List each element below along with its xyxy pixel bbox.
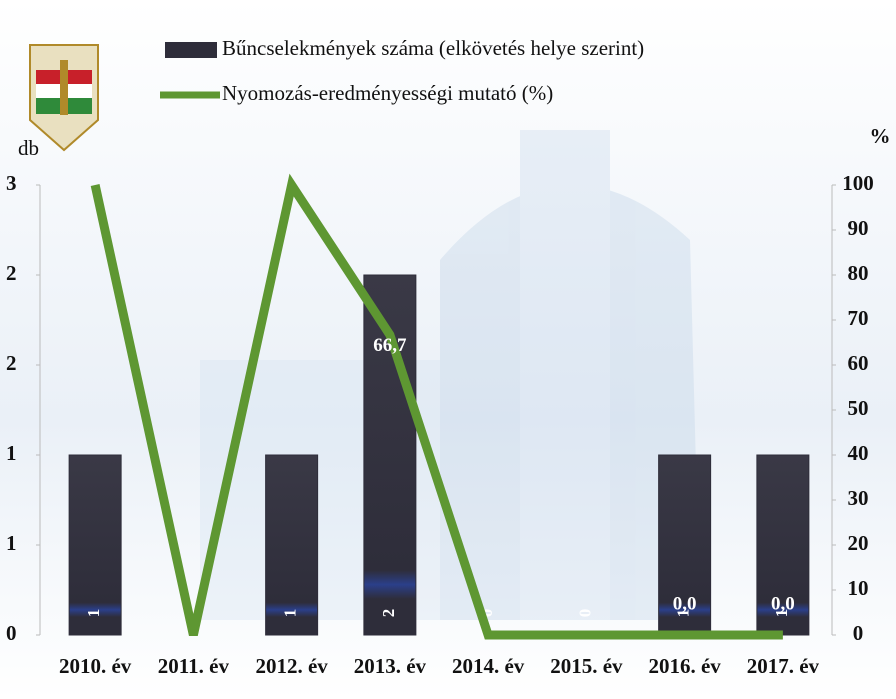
x-tick-label: 2015. év [550,654,623,678]
page: {"chart_data": { "type": "bar", "categor… [0,0,896,699]
x-tick-label: 2010. év [59,654,132,678]
x-tick-label: 2013. év [354,654,427,678]
y2-tick-label: 70 [848,306,869,330]
y-tick-label: 2 [6,261,17,285]
x-tick-label: 2017. év [747,654,820,678]
y-tick-label: 0 [6,621,17,645]
y2-tick-label: 40 [848,441,869,465]
y-axis-title: db [18,136,39,160]
y2-tick-label: 60 [848,351,869,375]
bar-value-label: 2 [379,609,398,618]
x-tick-label: 2016. év [648,654,721,678]
y2-tick-label: 20 [848,531,869,555]
y2-tick-label: 0 [853,621,864,645]
y2-tick-label: 30 [848,486,869,510]
legend-label: Nyomozás-eredményességi mutató (%) [222,81,553,105]
line-value-label: 66,7 [373,335,407,356]
legend-swatch [165,42,217,58]
y-tick-label: 1 [6,441,17,465]
line-value-label: 0,0 [673,593,697,614]
x-tick-label: 2014. év [452,654,525,678]
y2-tick-label: 90 [848,216,869,240]
legend-label: Bűncselekmények száma (elkövetés helye s… [222,36,644,60]
y2-tick-label: 10 [848,576,869,600]
y2-tick-label: 50 [848,396,869,420]
bar-value-label: 1 [281,609,300,618]
y2-axis-title: % [870,124,891,148]
bar-value-label: 0 [575,609,594,618]
y-tick-label: 1 [6,531,17,555]
line-value-label: 0,0 [771,593,795,614]
bar [266,455,318,635]
y-tick-label: 2 [6,351,17,375]
y2-tick-label: 80 [848,261,869,285]
bar-value-label: 1 [84,609,103,618]
x-tick-label: 2011. év [158,654,230,678]
y2-tick-label: 100 [842,171,874,195]
x-tick-label: 2012. év [255,654,328,678]
chart: db % Bűncselekmények száma (elkövetés he… [0,0,896,699]
bar [69,455,121,635]
y-tick-label: 3 [6,171,17,195]
